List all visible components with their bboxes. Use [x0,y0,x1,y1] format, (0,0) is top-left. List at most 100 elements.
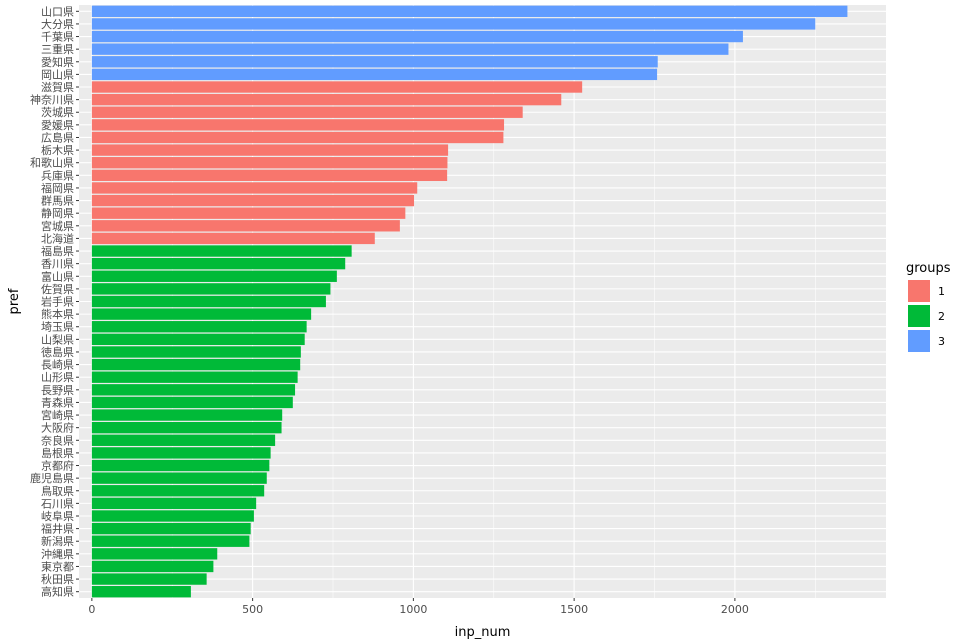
bar [91,131,504,144]
y-tick-label: 山口県 [41,5,74,18]
y-tick-label: 北海道 [41,231,74,245]
y-tick-label: 三重県 [41,42,74,56]
bar [91,5,848,17]
bar [91,447,271,459]
y-tick-label: 岐阜県 [41,510,74,523]
y-tick-label: 岡山県 [41,68,74,81]
y-tick-label: 千葉県 [41,30,74,44]
bar [91,232,375,245]
y-tick-label: 福岡県 [41,181,74,195]
bar [91,144,449,156]
bar [91,220,400,232]
y-tick-label: 大分県 [41,17,74,31]
bar [91,257,346,270]
x-tick-label: 500 [242,603,263,616]
legend: groups 1 2 3 [906,261,951,352]
bar [91,321,307,333]
legend-title: groups [906,261,951,276]
bars [91,5,848,598]
x-tick-label: 2000 [721,603,749,616]
bar [91,485,265,497]
y-tick-label: 兵庫県 [41,168,74,182]
y-tick-label: 埼玉県 [41,320,74,334]
y-tick-label: 新潟県 [41,534,74,548]
y-tick-label: 静岡県 [41,206,74,220]
y-tick-label: 熊本県 [41,307,74,321]
bar [91,560,214,573]
bar [91,396,293,409]
x-tick-label: 0 [88,603,95,616]
bar [91,207,406,219]
y-tick-label: 鳥取県 [41,484,74,498]
legend-key-1 [908,280,930,302]
y-tick-label: 茨城県 [41,105,74,119]
y-tick-label: 奈良県 [41,433,74,447]
bar [91,548,218,560]
x-tick-label: 1500 [560,603,588,616]
bar [91,30,743,43]
bar [91,93,562,106]
y-tick-label: 富山県 [41,269,74,283]
y-tick-label: 福井県 [41,522,74,536]
y-tick-label: 山形県 [41,371,74,384]
bar [91,459,270,472]
bar [91,68,658,81]
y-tick-label: 岩手県 [41,295,74,309]
y-tick-label: 京都府 [41,459,74,473]
y-tick-label: 佐賀県 [41,282,74,296]
bar [91,295,326,308]
y-tick-label: 宮崎県 [41,408,74,422]
y-tick-label: 大阪府 [41,421,74,435]
bar [91,157,448,169]
y-tick-label: 香川県 [41,258,74,271]
bar [91,308,312,320]
bar [91,409,283,421]
y-tick-labels: 山口県大分県千葉県三重県愛知県岡山県滋賀県神奈川県茨城県愛媛県広島県栃木県和歌山… [30,5,79,599]
y-tick-label: 愛媛県 [41,118,74,132]
y-tick-label: 山梨県 [41,332,74,346]
y-tick-label: 愛知県 [41,55,74,69]
bar [91,270,337,282]
bar [91,182,418,194]
legend-key-2 [908,305,930,327]
x-tick-labels: 0 500 1000 1500 2000 [88,598,749,616]
legend-label: 2 [938,310,945,323]
y-tick-label: 神奈川県 [30,93,74,107]
y-tick-label: 群馬県 [41,194,74,208]
bar [91,333,305,346]
y-tick-label: 徳島県 [41,345,74,359]
y-tick-label: 福島県 [41,244,74,258]
x-axis-title: inp_num [455,625,511,640]
bar [91,522,251,535]
bar [91,119,505,131]
bar [91,497,257,510]
bar [91,510,254,522]
legend-key-3 [908,330,930,352]
y-axis-title: pref [7,288,22,314]
bar [91,106,523,118]
bar [91,81,583,93]
bar [91,586,191,598]
y-tick-label: 石川県 [41,497,74,510]
x-tick-label: 1000 [399,603,427,616]
y-tick-label: 高知県 [41,585,74,599]
y-tick-label: 宮城県 [41,219,74,233]
bar [91,18,816,30]
y-tick-label: 滋賀県 [41,81,74,94]
bar [91,434,276,446]
bar [91,245,352,257]
y-tick-label: 沖縄県 [41,547,74,561]
bar [91,43,729,55]
y-tick-label: 青森県 [41,395,74,409]
bar [91,358,301,371]
bar [91,346,301,358]
bar [91,56,658,68]
legend-label: 3 [938,335,945,348]
bar [91,472,267,484]
legend-label: 1 [938,285,945,298]
y-tick-label: 広島県 [41,130,74,144]
y-tick-label: 東京都 [41,559,74,573]
y-tick-label: 長崎県 [41,358,74,372]
bar [91,169,448,182]
